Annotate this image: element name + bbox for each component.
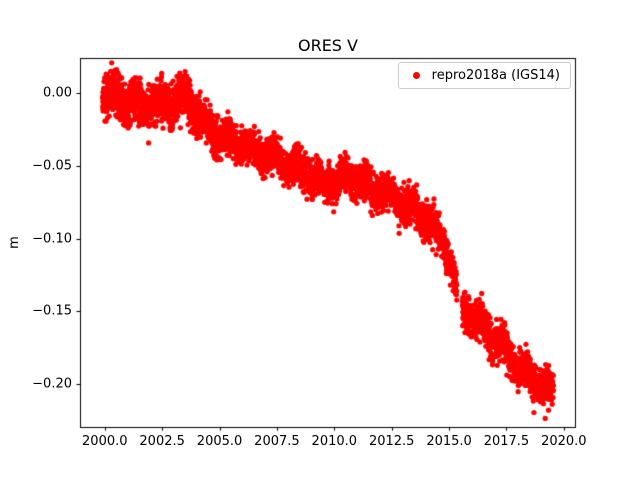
y-tick-label: 0.00 [43, 85, 72, 101]
legend-label: repro2018a (IGS14) [431, 68, 560, 83]
y-tick-label: −0.20 [32, 376, 72, 392]
legend: repro2018a (IGS14) [397, 62, 571, 89]
x-tick-label: 2007.5 [254, 434, 300, 449]
chart-title: ORES V [297, 36, 358, 55]
x-tick-label: 2010.0 [311, 434, 358, 449]
legend-marker-icon [412, 72, 420, 79]
y-tick-label: −0.10 [32, 231, 72, 247]
x-tick-label: 2017.5 [483, 434, 530, 449]
y-tick-label: −0.05 [32, 158, 72, 174]
x-tick-label: 2015.0 [426, 434, 472, 449]
x-tick-label: 2005.0 [196, 434, 243, 449]
x-tick-label: 2020.0 [541, 434, 587, 449]
y-tick-label: −0.15 [32, 303, 72, 319]
x-tick-label: 2000.0 [82, 434, 128, 449]
x-tick-label: 2012.5 [368, 434, 415, 449]
x-tick-label: 2002.5 [139, 434, 185, 449]
